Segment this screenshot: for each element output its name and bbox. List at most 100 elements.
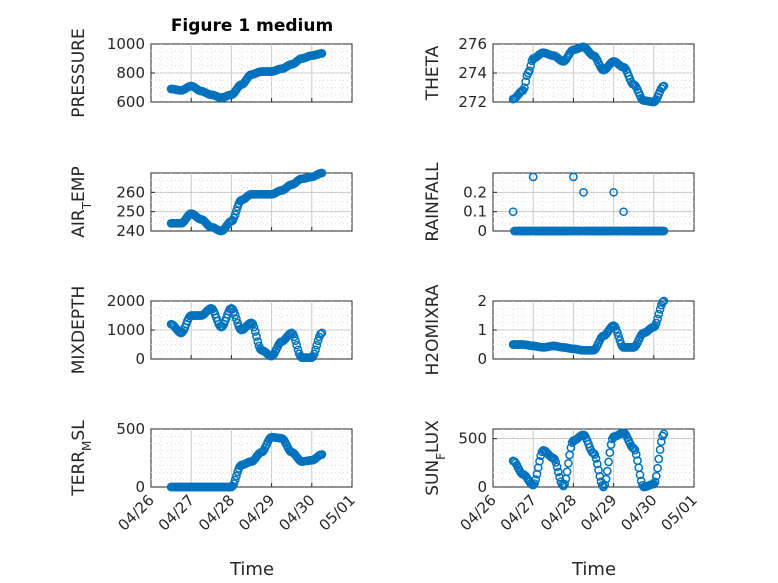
data-point bbox=[525, 66, 534, 76]
y-tick-label: 800 bbox=[116, 64, 145, 82]
data-point bbox=[591, 454, 601, 463]
data-point bbox=[317, 450, 327, 459]
y-axis-label: TERRMSL bbox=[69, 420, 94, 497]
y-axis-label: SUNFLUX bbox=[423, 420, 448, 496]
x-tick-label: 04/26 bbox=[115, 491, 158, 534]
data-point bbox=[548, 453, 558, 463]
data-point bbox=[521, 77, 531, 87]
subplot-h2omixra: 0 1 2 H2OMIXRA bbox=[423, 284, 695, 376]
subplot-mixdepth: 0 1000 2000 MIXDEPTH bbox=[69, 286, 353, 375]
y-tick-label: 240 bbox=[116, 222, 145, 240]
y-tick-label: 250 bbox=[116, 203, 145, 221]
series-markers bbox=[166, 303, 327, 362]
data-point bbox=[232, 314, 241, 324]
data-point bbox=[317, 49, 327, 58]
x-tick-label: 05/01 bbox=[658, 491, 701, 534]
data-point bbox=[609, 187, 618, 197]
data-point bbox=[551, 458, 561, 467]
y-tick-label: 272 bbox=[458, 93, 487, 111]
data-point bbox=[247, 318, 256, 328]
data-point bbox=[508, 207, 518, 217]
series-markers bbox=[508, 172, 669, 236]
data-point bbox=[250, 327, 260, 336]
data-point bbox=[535, 456, 544, 466]
x-axis-label-right: Time bbox=[571, 559, 616, 580]
y-tick-label: 2 bbox=[477, 292, 487, 310]
data-point bbox=[655, 304, 665, 314]
x-axis-label-left: Time bbox=[229, 559, 274, 580]
data-point bbox=[659, 81, 669, 91]
x-tick-label: 04/27 bbox=[155, 491, 198, 534]
data-point bbox=[311, 345, 320, 355]
data-point bbox=[614, 332, 623, 341]
subplot-sun-flux: 0 500 SUNFLUX 04/2604/2704/2804/2904/3005/0… bbox=[423, 420, 701, 535]
data-point bbox=[630, 80, 640, 90]
y-axis-label: MIXDEPTH bbox=[69, 286, 89, 375]
data-point bbox=[316, 329, 325, 339]
data-point bbox=[592, 459, 602, 469]
y-tick-label: 0 bbox=[135, 478, 145, 496]
x-tick-label: 05/01 bbox=[316, 491, 359, 534]
subplot-rainfall: 00.1 0.2 RAINFALL bbox=[423, 162, 695, 242]
data-point bbox=[232, 471, 241, 481]
data-point bbox=[590, 450, 600, 459]
y-tick-label: 276 bbox=[458, 35, 487, 53]
data-point bbox=[601, 474, 611, 484]
data-point bbox=[631, 450, 641, 459]
data-point bbox=[620, 429, 630, 438]
data-point bbox=[659, 226, 669, 236]
data-point bbox=[312, 340, 322, 350]
y-tick-label: 274 bbox=[458, 64, 487, 82]
y-tick-label: 1000 bbox=[107, 321, 145, 339]
data-point bbox=[528, 172, 538, 182]
data-point bbox=[317, 168, 327, 178]
data-point bbox=[659, 429, 669, 439]
subplot-pressure: 600 800 1000 PRESSURE bbox=[69, 28, 353, 118]
data-point bbox=[658, 297, 667, 307]
data-point bbox=[604, 457, 613, 467]
data-point bbox=[317, 328, 327, 338]
data-point bbox=[579, 187, 588, 197]
data-point bbox=[659, 296, 669, 306]
data-point bbox=[309, 349, 319, 359]
data-point bbox=[656, 437, 666, 447]
y-tick-label: 1000 bbox=[107, 35, 145, 53]
x-tick-label: 04/26 bbox=[457, 491, 500, 534]
data-point bbox=[656, 84, 666, 93]
data-point bbox=[602, 466, 612, 476]
y-tick-label: 0.2 bbox=[463, 183, 487, 201]
y-tick-label: 0 bbox=[477, 222, 487, 240]
data-point bbox=[531, 475, 541, 484]
y-axis-label: THETA bbox=[423, 45, 443, 101]
data-point bbox=[630, 445, 640, 455]
data-point bbox=[613, 328, 622, 337]
data-point bbox=[606, 440, 616, 449]
x-tick-label: 04/28 bbox=[537, 491, 580, 534]
data-point bbox=[653, 463, 662, 473]
y-axis-label: AIRTEMP bbox=[69, 166, 94, 237]
y-tick-label: 0 bbox=[477, 350, 487, 368]
subplot-theta: 272 274 276 THETA bbox=[423, 35, 695, 111]
data-point bbox=[569, 172, 578, 182]
x-tick-label: 04/28 bbox=[195, 491, 238, 534]
y-tick-label: 260 bbox=[116, 183, 145, 201]
data-point bbox=[252, 332, 261, 341]
y-axis-label: PRESSURE bbox=[69, 28, 89, 117]
y-tick-label: 2000 bbox=[107, 292, 145, 310]
data-point bbox=[253, 337, 263, 346]
y-tick-label: 1 bbox=[477, 321, 487, 339]
y-tick-label: 500 bbox=[458, 430, 487, 448]
data-point bbox=[230, 310, 240, 320]
series-markers bbox=[166, 432, 327, 492]
data-point bbox=[291, 336, 300, 346]
data-point bbox=[594, 465, 603, 475]
x-tick-label: 04/29 bbox=[235, 491, 278, 534]
x-tick-label: 04/27 bbox=[497, 491, 540, 534]
y-tick-label: 0.1 bbox=[463, 203, 487, 221]
y-tick-label: 600 bbox=[116, 93, 145, 111]
y-tick-label: 0 bbox=[477, 478, 487, 496]
y-axis-label: H2OMIXRA bbox=[423, 284, 443, 375]
